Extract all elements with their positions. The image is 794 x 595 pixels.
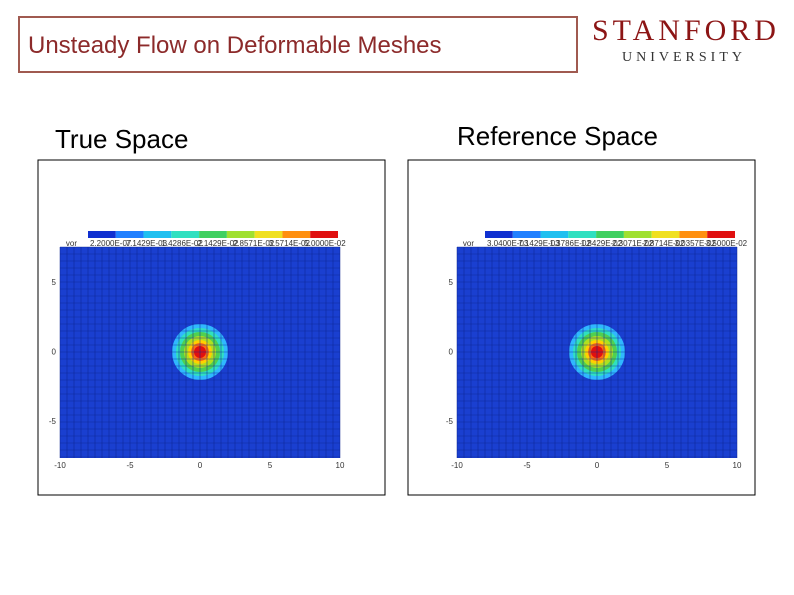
colorbar-title: vor bbox=[463, 239, 474, 248]
logo-subtitle: UNIVERSITY bbox=[622, 50, 746, 65]
colorbar-label: 3.0357E-02 bbox=[675, 239, 717, 248]
colorbar-segment bbox=[485, 231, 513, 238]
x-tick-label: -10 bbox=[54, 461, 66, 470]
colorbar-label: 1.3786E-02 bbox=[550, 239, 592, 248]
x-tick-label: 0 bbox=[595, 461, 600, 470]
colorbar-label: 2.2000E-07 bbox=[90, 239, 132, 248]
colorbar-segment bbox=[310, 231, 338, 238]
x-tick-label: 5 bbox=[665, 461, 670, 470]
x-tick-label: -10 bbox=[451, 461, 463, 470]
x-tick-label: -5 bbox=[126, 461, 134, 470]
colorbar-segment bbox=[226, 231, 255, 238]
panel-label: True Space bbox=[55, 124, 189, 154]
colorbar-label: 7.1429E-03 bbox=[126, 239, 168, 248]
colorbar-label: 7.1429E-03 bbox=[518, 239, 560, 248]
x-tick-label: 0 bbox=[198, 461, 203, 470]
slide-title: Unsteady Flow on Deformable Meshes bbox=[28, 32, 442, 59]
y-tick-label: 5 bbox=[449, 278, 454, 287]
colorbar-label: 2.8571E-02 bbox=[233, 239, 275, 248]
colorbar-label: 2.8714E-02 bbox=[643, 239, 685, 248]
title-box: Unsteady Flow on Deformable Meshes bbox=[18, 16, 578, 73]
colorbar-segment bbox=[512, 231, 541, 238]
y-tick-label: 0 bbox=[449, 348, 454, 357]
panel-frame bbox=[37, 159, 386, 496]
colorbar-label: 5.0000E-02 bbox=[304, 239, 346, 248]
colorbar-segment bbox=[596, 231, 624, 238]
colorbar-label: 1.4286E-02 bbox=[161, 239, 203, 248]
x-tick-label: 10 bbox=[336, 461, 345, 470]
y-tick-label: -5 bbox=[49, 417, 57, 426]
colorbar-segment bbox=[199, 231, 227, 238]
panel-label: Reference Space bbox=[457, 121, 658, 151]
x-tick-label: 5 bbox=[268, 461, 273, 470]
colorbar-segment bbox=[540, 231, 569, 238]
y-tick-label: 5 bbox=[52, 278, 57, 287]
panel-frame bbox=[407, 159, 756, 496]
colorbar-segment bbox=[707, 231, 735, 238]
colorbar-segment bbox=[568, 231, 597, 238]
colorbar-label: 3.5000E-02 bbox=[706, 239, 748, 248]
colorbar-label: 1.8429E-02 bbox=[581, 239, 623, 248]
colorbar-segment bbox=[651, 231, 680, 238]
x-tick-label: -5 bbox=[523, 461, 531, 470]
colorbar-segment bbox=[143, 231, 172, 238]
colorbar-label: 3.5714E-02 bbox=[269, 239, 311, 248]
colorbar-segment bbox=[115, 231, 144, 238]
colorbar-segment bbox=[679, 231, 708, 238]
colorbar-label: 3.0400E-03 bbox=[487, 239, 529, 248]
colorbar-label: 2.3071E-02 bbox=[612, 239, 654, 248]
colorbar-segment bbox=[623, 231, 652, 238]
y-tick-label: 0 bbox=[52, 348, 57, 357]
y-tick-label: -5 bbox=[446, 417, 454, 426]
colorbar-segment bbox=[171, 231, 200, 238]
colorbar-segment bbox=[254, 231, 283, 238]
colorbar-segment bbox=[282, 231, 311, 238]
logo-name: STANFORD bbox=[592, 14, 780, 47]
colorbar-title: vor bbox=[66, 239, 77, 248]
colorbar-segment bbox=[88, 231, 116, 238]
x-tick-label: 10 bbox=[733, 461, 742, 470]
colorbar-label: 2.1429E-02 bbox=[197, 239, 239, 248]
